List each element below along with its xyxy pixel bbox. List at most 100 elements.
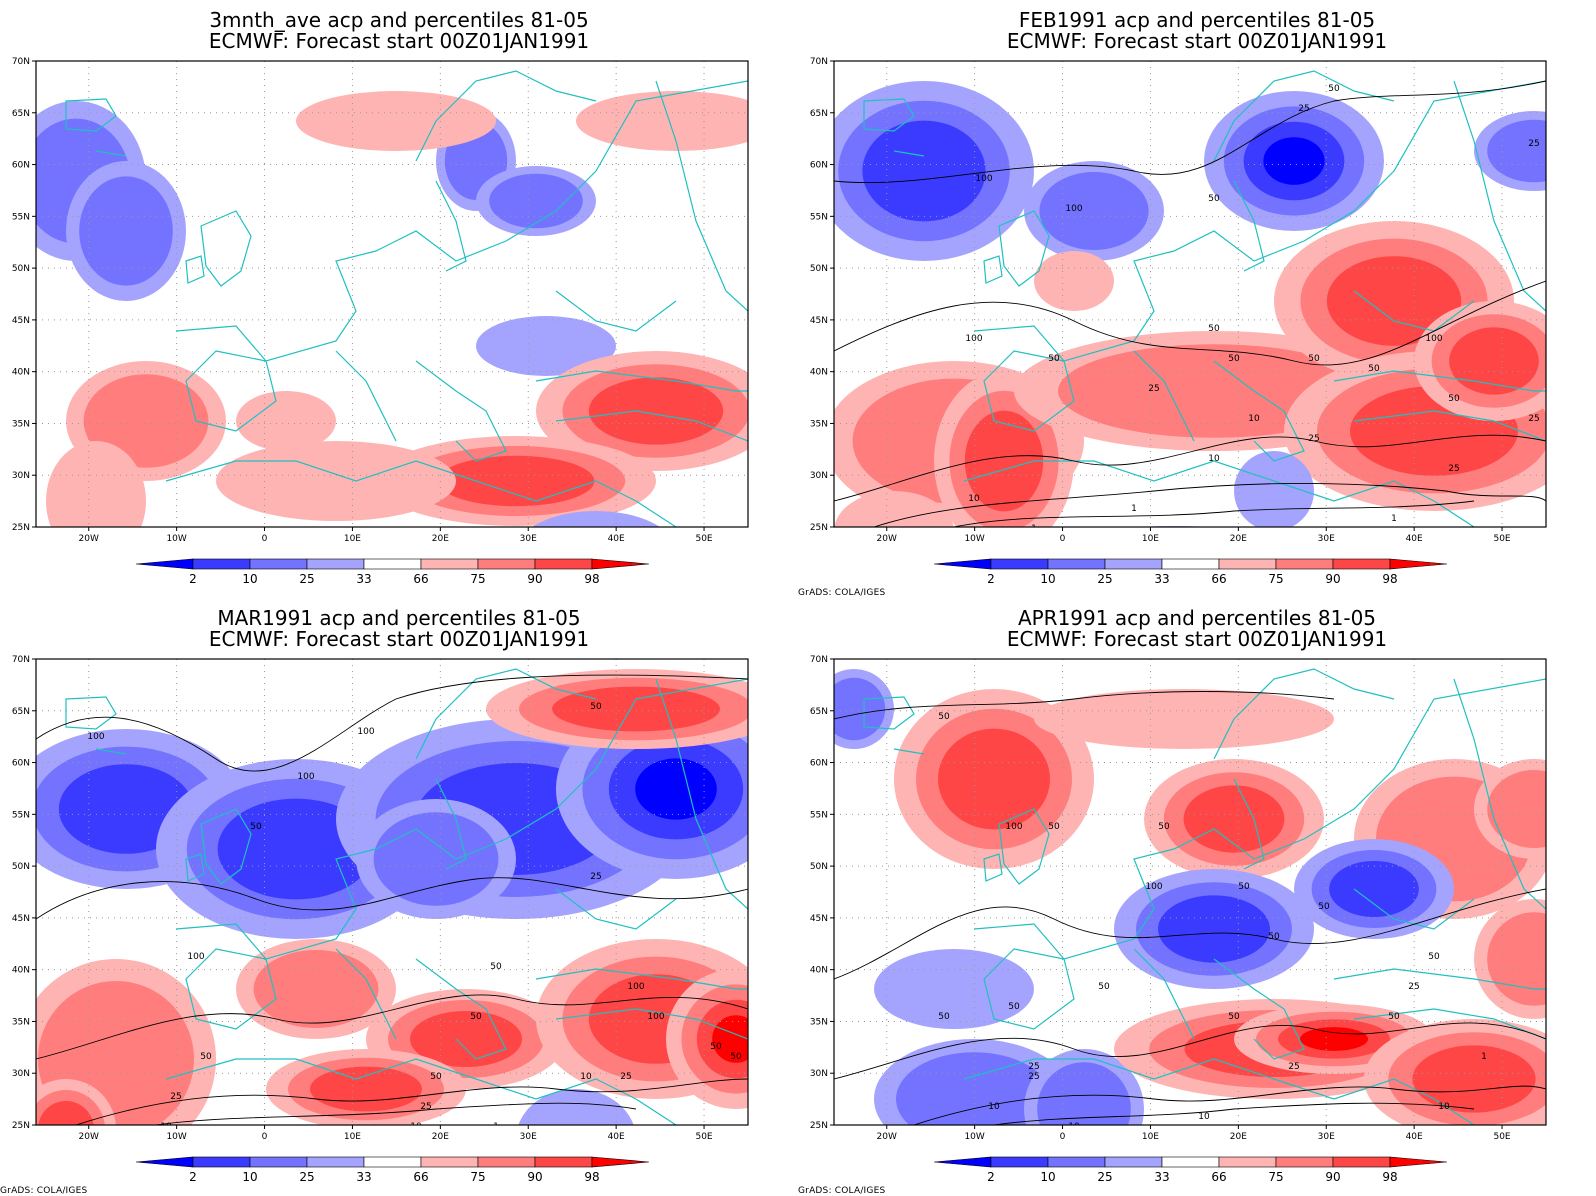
wet-anomaly-shade xyxy=(964,410,1044,512)
colorbar-label: 2 xyxy=(987,572,995,586)
dry-anomaly-shade xyxy=(476,316,616,376)
colorbar-segment xyxy=(534,558,593,570)
contour-label: 50 xyxy=(1008,1002,1020,1012)
colorbar-segment xyxy=(363,1156,422,1168)
lat-label: 50N xyxy=(12,862,30,872)
lat-label: 40N xyxy=(810,966,828,976)
lat-label: 40N xyxy=(810,368,828,378)
lon-label: 0 xyxy=(1060,534,1066,544)
contour-label: 10 xyxy=(1198,1112,1210,1122)
dry-anomaly-shade xyxy=(79,176,173,286)
colorbar-label: 98 xyxy=(584,572,599,586)
panel-title: 3mnth_ave acp and percentiles 81-05 xyxy=(209,8,589,32)
coastline xyxy=(1333,968,1546,990)
colorbar-label: 98 xyxy=(584,1170,599,1184)
colorbar-label: 66 xyxy=(413,572,428,586)
lat-label: 45N xyxy=(810,316,828,326)
colorbar-label: 25 xyxy=(299,572,314,586)
contour-label: 100 xyxy=(1425,334,1442,344)
map-field: 50 25 25 100 100 50 100 50 50 50 50 50 25 100 50 25 10 10… xyxy=(834,61,1546,527)
dry-anomaly-shade xyxy=(834,677,886,741)
lon-label: 10W xyxy=(166,534,186,544)
colorbar: 2 10 25 33 66 75 90 98 xyxy=(933,1156,1448,1184)
wet-anomaly-shade xyxy=(46,441,146,527)
lon-label: 20W xyxy=(877,1132,897,1142)
grads-credit: GrADS: COLA/IGES xyxy=(0,1186,88,1196)
coastline xyxy=(1213,70,1395,162)
coastline xyxy=(1133,350,1195,442)
colorbar-segment xyxy=(420,558,479,570)
lat-label: 50N xyxy=(810,264,828,274)
percentile-contour xyxy=(834,691,1335,720)
coastline xyxy=(200,210,252,287)
dry-anomaly-shade xyxy=(1263,137,1325,185)
grads-credit: GrADS: COLA/IGES xyxy=(798,1186,886,1196)
wet-anomaly-shade xyxy=(1449,327,1539,395)
panel-title: FEB1991 acp and percentiles 81-05 xyxy=(1018,8,1376,32)
coastline xyxy=(415,958,507,1060)
lat-label: 50N xyxy=(810,862,828,872)
dry-anomaly-shade xyxy=(373,812,499,906)
coastline xyxy=(185,350,277,432)
lon-label: 20W xyxy=(79,1132,99,1142)
wet-anomaly-shade xyxy=(1300,1027,1368,1051)
colorbar-segment xyxy=(192,558,251,570)
coastline xyxy=(863,98,915,132)
contour-label: 25 xyxy=(620,1072,631,1082)
colorbar-segment xyxy=(1104,558,1163,570)
coastline xyxy=(415,360,507,462)
contour-label: 100 xyxy=(187,952,204,962)
dry-anomaly-shade xyxy=(1234,451,1314,527)
lon-label: 0 xyxy=(1060,1132,1066,1142)
lat-label: 40N xyxy=(12,966,30,976)
map-panel-2: FEB1991 acp and percentiles 81-05 ECMWF:… xyxy=(798,0,1596,598)
contour-label: 50 xyxy=(1208,324,1220,334)
percentile-contour xyxy=(834,1022,1546,1080)
lat-label: 30N xyxy=(12,471,30,481)
contour-label: 50 xyxy=(938,712,950,722)
wet-anomaly-shade xyxy=(938,728,1050,830)
coastline xyxy=(435,778,467,870)
contour-label: 50 xyxy=(1328,84,1340,94)
contour-label: 1 xyxy=(493,1122,499,1132)
contour-label: 25 xyxy=(1528,414,1539,424)
wet-anomaly-shade xyxy=(310,1066,422,1112)
colorbar-segment xyxy=(249,558,308,570)
coastline xyxy=(983,948,1075,1030)
colorbar: 2 10 25 33 66 75 90 98 xyxy=(135,1156,650,1184)
contour-label: 50 xyxy=(1228,1012,1240,1022)
wet-anomaly-shade xyxy=(1183,785,1285,853)
lat-label: 70N xyxy=(810,57,828,67)
lon-label: 30E xyxy=(1318,1132,1335,1142)
colorbar-segment xyxy=(420,1156,479,1168)
coastline xyxy=(185,948,277,1030)
coastline xyxy=(635,1098,677,1125)
colorbar-segment xyxy=(1104,1156,1163,1168)
lon-label: 40E xyxy=(608,1132,625,1142)
coastline xyxy=(983,255,1003,284)
colorbar-label: 90 xyxy=(1325,572,1340,586)
coastline xyxy=(335,948,397,1040)
lat-label: 65N xyxy=(810,109,828,119)
wet-anomaly-shade xyxy=(83,374,209,468)
coastline xyxy=(1453,678,1546,910)
coastline xyxy=(1353,290,1475,332)
wet-anomaly-shade xyxy=(834,491,954,527)
lat-label: 50N xyxy=(12,264,30,274)
dry-anomaly-shade xyxy=(518,1089,634,1125)
wet-anomaly-shade xyxy=(38,1101,94,1125)
colorbar-low-arrow xyxy=(933,1156,992,1168)
colorbar-label: 10 xyxy=(242,1170,257,1184)
dry-anomaly-shade xyxy=(1329,861,1419,917)
contour-label: 100 xyxy=(975,174,992,184)
lat-label: 25N xyxy=(810,523,828,533)
percentile-contour xyxy=(36,994,748,1060)
colorbar-segment xyxy=(1275,558,1334,570)
contour-label: 50 xyxy=(1308,354,1320,364)
colorbar-high-arrow xyxy=(591,1156,650,1168)
contour-label: 1 xyxy=(213,1172,219,1182)
colorbar-label: 25 xyxy=(299,1170,314,1184)
